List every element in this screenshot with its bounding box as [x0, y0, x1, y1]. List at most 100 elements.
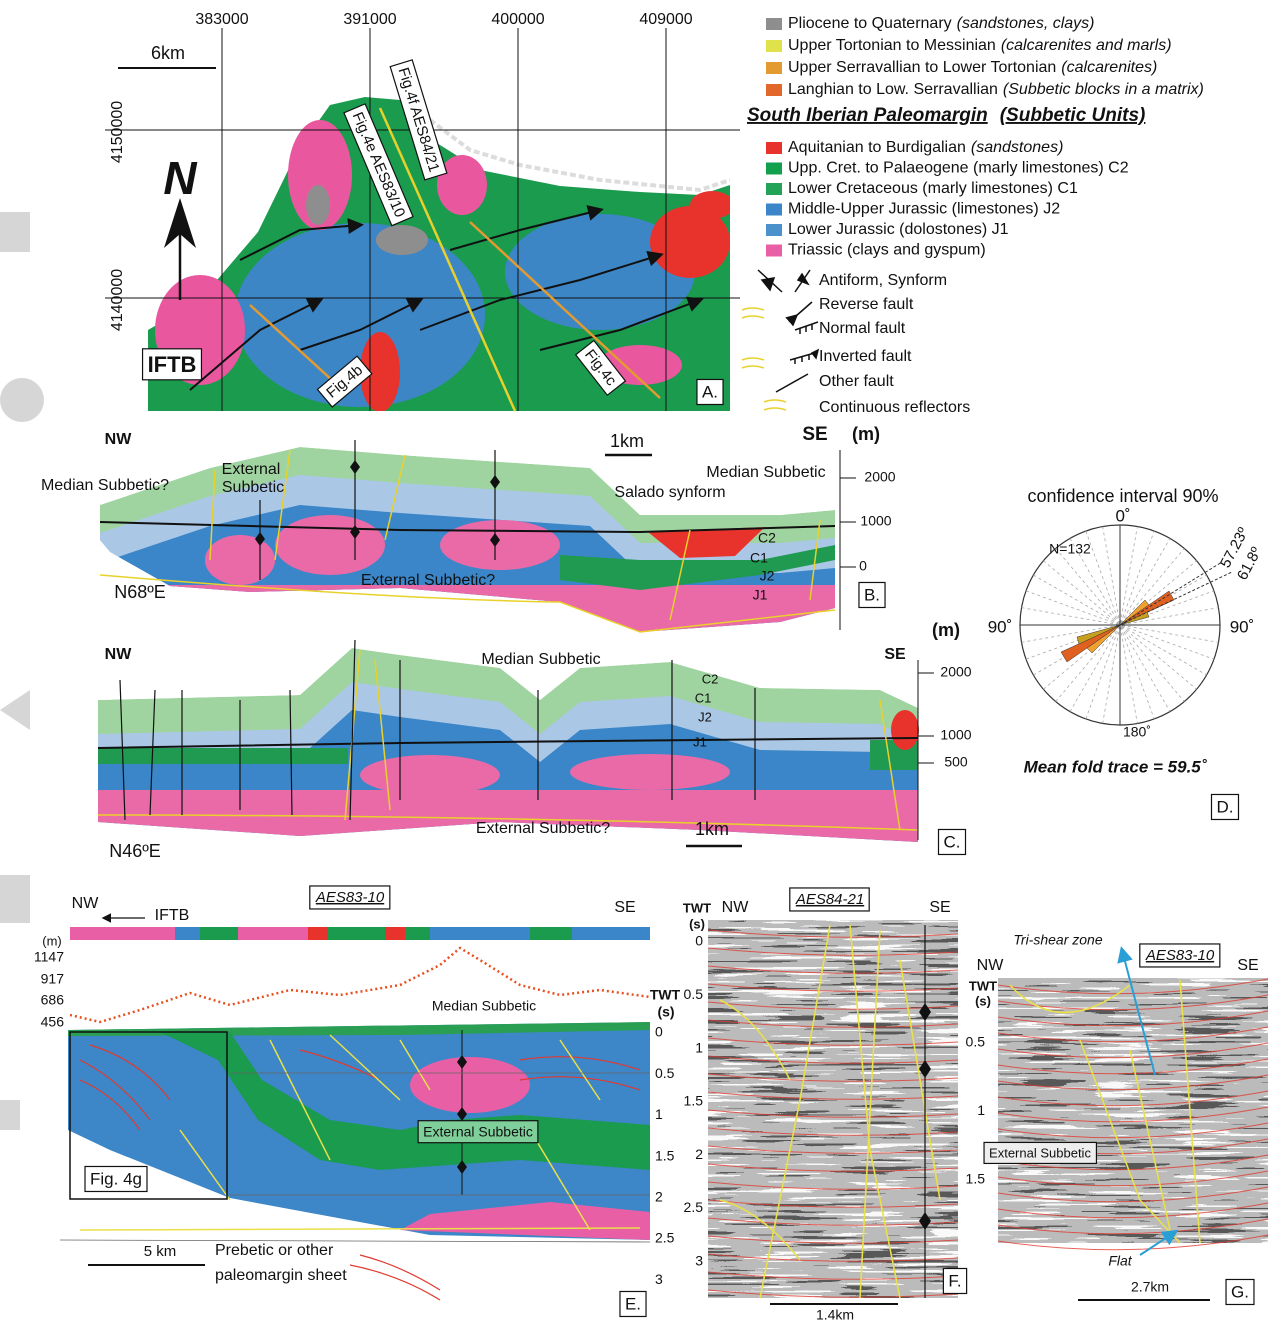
label-group: G.	[1225, 1278, 1255, 1306]
twt-ticks-label: 2.5	[655, 1230, 675, 1246]
label-group: External Subbetic	[983, 1141, 1098, 1165]
reflector	[997, 1154, 1269, 1171]
reflector	[707, 1163, 959, 1172]
legend-label: Aquitanian to Burdigalian	[788, 139, 966, 156]
label-group: (m)	[42, 933, 62, 948]
label-group: 500	[944, 754, 968, 770]
legend-label: Triassic (clays and gyspum)	[788, 242, 986, 259]
layers-label: J1	[753, 587, 768, 603]
label-group: J1	[753, 587, 768, 603]
label-group: NW	[105, 431, 133, 448]
label-box	[1210, 793, 1240, 821]
legend-swatch	[766, 203, 782, 216]
label-group: 409000	[639, 11, 692, 28]
reflector	[707, 1145, 959, 1154]
twt-label: (s)	[689, 916, 705, 931]
label-box	[574, 339, 627, 397]
label-group: NW	[722, 899, 750, 916]
legend-entry: Upper Serravallian to Lower Tortonian (ca…	[788, 59, 1157, 76]
legend-symbol-label: Continuous reflectors	[819, 399, 970, 416]
label-group: 2	[655, 1189, 663, 1205]
reflector	[997, 1186, 1269, 1203]
x-coords-label: 409000	[639, 11, 692, 28]
legend-heading-sub: (Subbetic Units)	[1000, 105, 1146, 126]
label-group: 2000	[940, 664, 971, 680]
label-group: SE	[614, 899, 635, 916]
angles-label: 180˚	[1123, 724, 1151, 740]
legend-entry: Langhian to Low. Serravallian (Subbetic b…	[788, 81, 1204, 98]
reflector	[997, 1106, 1269, 1123]
legend-entry: Lower Cretaceous (marly limestones) C1	[788, 180, 1078, 197]
label-group: Median Subbetic	[706, 464, 825, 481]
label-group: 383000	[195, 11, 248, 28]
title-label: confidence interval 90%	[1027, 486, 1218, 506]
legend-label: Lower Cretaceous (marly limestones) C1	[788, 180, 1078, 197]
nw-label: NW	[722, 899, 750, 916]
label-group: TWT	[650, 987, 681, 1003]
label-group: Salado synform	[614, 484, 725, 501]
layers-label: C2	[702, 671, 719, 686]
label-group: N=132	[1049, 541, 1091, 557]
legend-symbol-label: Normal fault	[819, 320, 906, 337]
label-group: 917	[41, 971, 65, 987]
trishear-label: Tri-shear zone	[1013, 932, 1102, 948]
nw-label: NW	[72, 895, 100, 912]
median-label: Median Subbetic	[706, 464, 825, 481]
label-group: C1	[750, 550, 768, 566]
label-group: External Subbetic?	[361, 572, 495, 589]
label-box	[1139, 943, 1221, 968]
elevations-label: 917	[41, 971, 65, 987]
legend-note: (sandstones, clays)	[957, 15, 1095, 32]
label-group: 1	[977, 1102, 985, 1118]
twt-ticks-label: 2.5	[684, 1199, 704, 1215]
reflector	[997, 1058, 1269, 1075]
legend-entry: Triassic (clays and gyspum)	[788, 242, 986, 259]
median-label: Median Subbetic	[481, 651, 600, 668]
label-group: External Subbetic?	[476, 820, 610, 837]
reflector	[707, 1019, 959, 1028]
north-label: N	[163, 152, 197, 204]
se-label: SE	[929, 899, 950, 916]
twt-ticks-label: 3	[655, 1271, 663, 1287]
label-group: NW	[105, 646, 133, 663]
legend-swatch	[766, 224, 782, 236]
depths-label: 500	[944, 754, 968, 770]
label-box	[789, 887, 870, 912]
legend-swatch	[766, 18, 782, 30]
legend-label: Lower Jurassic (dolostones) J1	[788, 221, 1009, 238]
reflector	[707, 947, 959, 956]
legend-symbol-label: Inverted fault	[819, 348, 912, 365]
label-group: 2.5	[655, 1230, 675, 1246]
map	[105, 28, 740, 412]
line-label: AES83-10	[1145, 947, 1215, 964]
salado-label: Salado synform	[614, 484, 725, 501]
inset-label: Fig. 4g	[90, 1169, 142, 1188]
scale-label: 6km	[151, 43, 185, 63]
se-label: SE	[614, 899, 635, 916]
layers-label: C1	[695, 690, 712, 705]
se-label: SE	[802, 424, 827, 445]
twt-ticks-label: 2	[655, 1189, 663, 1205]
nw-label: NW	[977, 957, 1005, 974]
legend-swatch	[766, 162, 782, 175]
external-label: External Subbetic	[989, 1145, 1091, 1160]
elevations-label: 686	[41, 992, 65, 1008]
label-group: J1	[693, 734, 707, 749]
direction-label: N68ºE	[114, 582, 166, 602]
legend-swatch	[766, 142, 782, 154]
label-group: Prebetic or other	[215, 1242, 334, 1259]
label-group: 2	[695, 1146, 703, 1162]
twt-ticks-label: 0.5	[655, 1065, 675, 1081]
label-group: 90˚	[988, 617, 1013, 636]
flat-label: Flat	[1108, 1253, 1132, 1269]
label-group: IFTB	[141, 348, 203, 381]
depths-label: 1000	[940, 727, 971, 743]
angles-label: 90˚	[988, 617, 1013, 636]
layers-label: J2	[698, 709, 712, 724]
label-group: 0.5	[684, 986, 704, 1002]
twt-ticks-label: 1.5	[966, 1171, 986, 1187]
label-group: (s)	[689, 916, 705, 931]
label-group: 2.7km	[1131, 1279, 1169, 1295]
external-q-label: External Subbetic?	[476, 820, 610, 837]
